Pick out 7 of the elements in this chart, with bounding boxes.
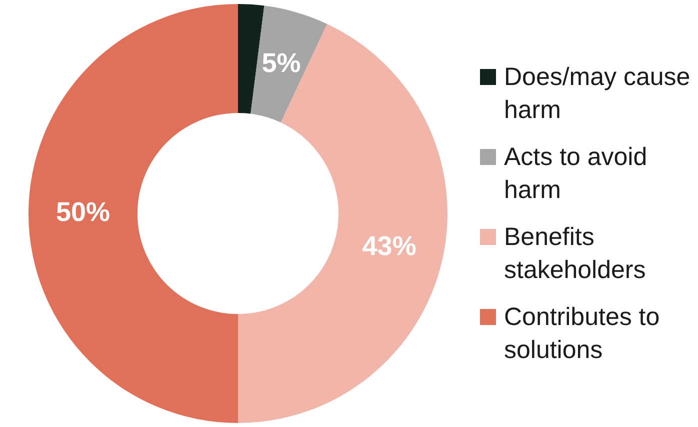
legend-label: Acts to avoid harm: [504, 142, 648, 206]
data-label: 5%: [262, 48, 301, 78]
legend-label: Benefits stakeholders: [504, 222, 647, 286]
legend-label: Contributes to solutions: [504, 302, 661, 366]
legend-label: Does/may cause harm: [504, 62, 692, 126]
data-label: 50%: [56, 196, 110, 227]
data-label: 43%: [362, 230, 416, 261]
